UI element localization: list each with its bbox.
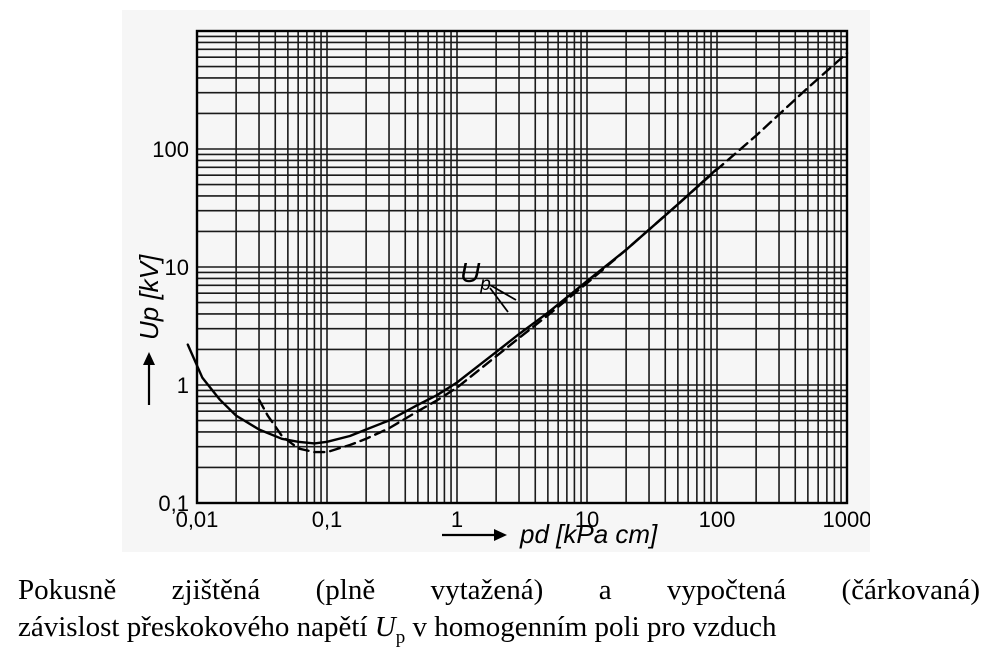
plot-frame — [195, 29, 849, 505]
chart-scan: 0,01 0,1 1 10 100 1000 0,1 1 10 100 Up pd [kPa cm… — [122, 10, 870, 552]
series-label: Up — [460, 257, 491, 295]
x-tick-label: 10 — [575, 507, 599, 532]
x-tick-label: 1000 — [823, 507, 870, 532]
figure-caption-line-2: závislost přeskokového napětí Up v homog… — [18, 610, 980, 655]
grid — [197, 31, 847, 503]
x-tick-label: 100 — [699, 507, 736, 532]
x-tick-label: 0,1 — [312, 507, 343, 532]
y-tick-label: 10 — [165, 255, 189, 280]
series-label-pointer-dashed — [489, 287, 509, 313]
x-tick-label: 1 — [451, 507, 463, 532]
y-tick-label: 1 — [177, 373, 189, 398]
caption-symbol: U — [374, 611, 396, 643]
x-axis-arrowhead — [494, 529, 507, 541]
x-tick-label: 0,01 — [176, 507, 219, 532]
y-tick-label: 100 — [152, 137, 189, 162]
caption-symbol-subscript: p — [395, 626, 406, 648]
figure-caption-line-1: Pokusně zjištěná (plně vytažená) a vypoč… — [18, 574, 980, 606]
series-layer — [186, 51, 849, 454]
x-axis-label: pd [kPa cm] — [519, 519, 658, 549]
caption-text-after: v homogenním poli pro vzduch — [405, 611, 777, 643]
y-axis-title: Up [kV] — [134, 254, 164, 405]
measured-curve-solid — [186, 167, 719, 445]
series-label-pointer-solid — [489, 284, 517, 301]
y-tick-label: 0,1 — [158, 491, 189, 516]
calculated-curve-dashed — [257, 51, 849, 454]
caption-text-before: závislost přeskokového napětí — [18, 611, 375, 643]
y-axis-label: Up [kV] — [134, 254, 164, 340]
y-axis-arrowhead — [143, 352, 155, 365]
